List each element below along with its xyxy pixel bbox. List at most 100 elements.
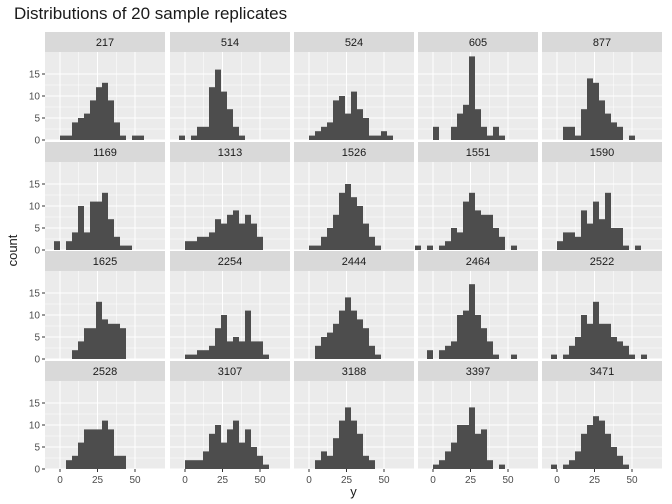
histogram-bar [90,100,96,140]
histogram-bar [563,464,569,469]
histogram-bar [629,354,635,359]
y-tick-label: 15 [29,399,41,410]
y-tick-label: 5 [34,224,40,235]
histogram-bar [132,135,138,140]
y-tick-label: 5 [34,443,40,454]
histogram-bar [569,460,575,469]
histogram-bar [345,113,351,140]
facet-strip [542,361,662,381]
histogram-bar [185,354,191,359]
facet-strip [45,32,165,52]
histogram-bar [481,126,487,140]
histogram-bar [581,315,587,359]
histogram-bar [599,323,605,359]
histogram-bar [257,455,263,469]
histogram-bar [191,135,197,140]
facet-strip [170,142,290,162]
facet-strip [45,361,165,381]
histogram-bar [427,350,433,359]
histogram-bar [233,337,239,359]
histogram-bar [593,416,599,469]
histogram-bar [575,135,581,140]
histogram-bar [381,131,387,140]
histogram-bar [60,135,66,140]
histogram-bar [185,241,191,250]
histogram-bar [209,87,215,140]
x-tick-label: 0 [57,475,63,486]
facet-label: 2464 [466,256,490,268]
histogram-bar [96,301,102,359]
histogram-bar [191,241,197,250]
facet-strip [45,251,165,271]
facet-label: 3107 [218,366,242,378]
histogram-bar [78,341,84,359]
histogram-bar [333,100,339,140]
facet-label: 1526 [342,147,366,159]
histogram-bar [357,206,363,250]
histogram-bar [66,135,72,140]
histogram-bar [203,126,209,140]
histogram-bar [587,78,593,140]
histogram-bar [102,192,108,250]
histogram-bar [369,460,375,469]
y-axis-title: count [5,234,20,266]
y-tick-label: 10 [29,202,41,213]
histogram-bar [599,100,605,140]
histogram-bar [321,337,327,359]
histogram-bar [66,241,72,250]
histogram-bar [581,210,587,250]
facet-strip [170,32,290,52]
histogram-bar [351,310,357,359]
histogram-bar [369,236,375,250]
histogram-bar [108,429,114,469]
histogram-bar [102,420,108,469]
histogram-bar [102,82,108,140]
histogram-bar [463,425,469,469]
y-tick-label: 15 [29,180,41,191]
histogram-bar [108,323,114,359]
histogram-bar [445,345,451,359]
x-tick-label: 50 [378,475,390,486]
histogram-bar [351,91,357,140]
histogram-bar [415,245,421,250]
histogram-bar [363,328,369,359]
histogram-bar [309,245,315,250]
facet-label: 2522 [590,256,614,268]
histogram-bar [327,455,333,469]
histogram-bar [357,433,363,469]
histogram-bar [227,214,233,250]
histogram-bar [263,464,269,469]
histogram-bar [451,442,457,469]
histogram-bar [581,433,587,469]
histogram-bar [463,104,469,140]
histogram-bar [257,236,263,250]
histogram-bar [315,245,321,250]
histogram-bar [605,323,611,359]
histogram-bar [617,455,623,469]
facet-strip [418,361,538,381]
histogram-bar [114,236,120,250]
histogram-bar [457,425,463,469]
histogram-bar [96,201,102,250]
histogram-bar [84,328,90,359]
histogram-bar [209,232,215,250]
histogram-bar [227,341,233,359]
y-tick-label: 0 [34,465,40,476]
histogram-bar [239,135,245,140]
histogram-bar [239,442,245,469]
facet-strip [542,251,662,271]
histogram-bar [191,354,197,359]
histogram-bar [475,210,481,250]
histogram-bar [593,82,599,140]
histogram-bar [239,223,245,250]
histogram-bar [351,197,357,250]
histogram-bar [611,337,617,359]
histogram-bar [321,126,327,140]
histogram-bar [451,228,457,250]
histogram-bar [475,315,481,359]
histogram-bar [96,429,102,469]
facet-strip [542,32,662,52]
histogram-bar [221,442,227,469]
